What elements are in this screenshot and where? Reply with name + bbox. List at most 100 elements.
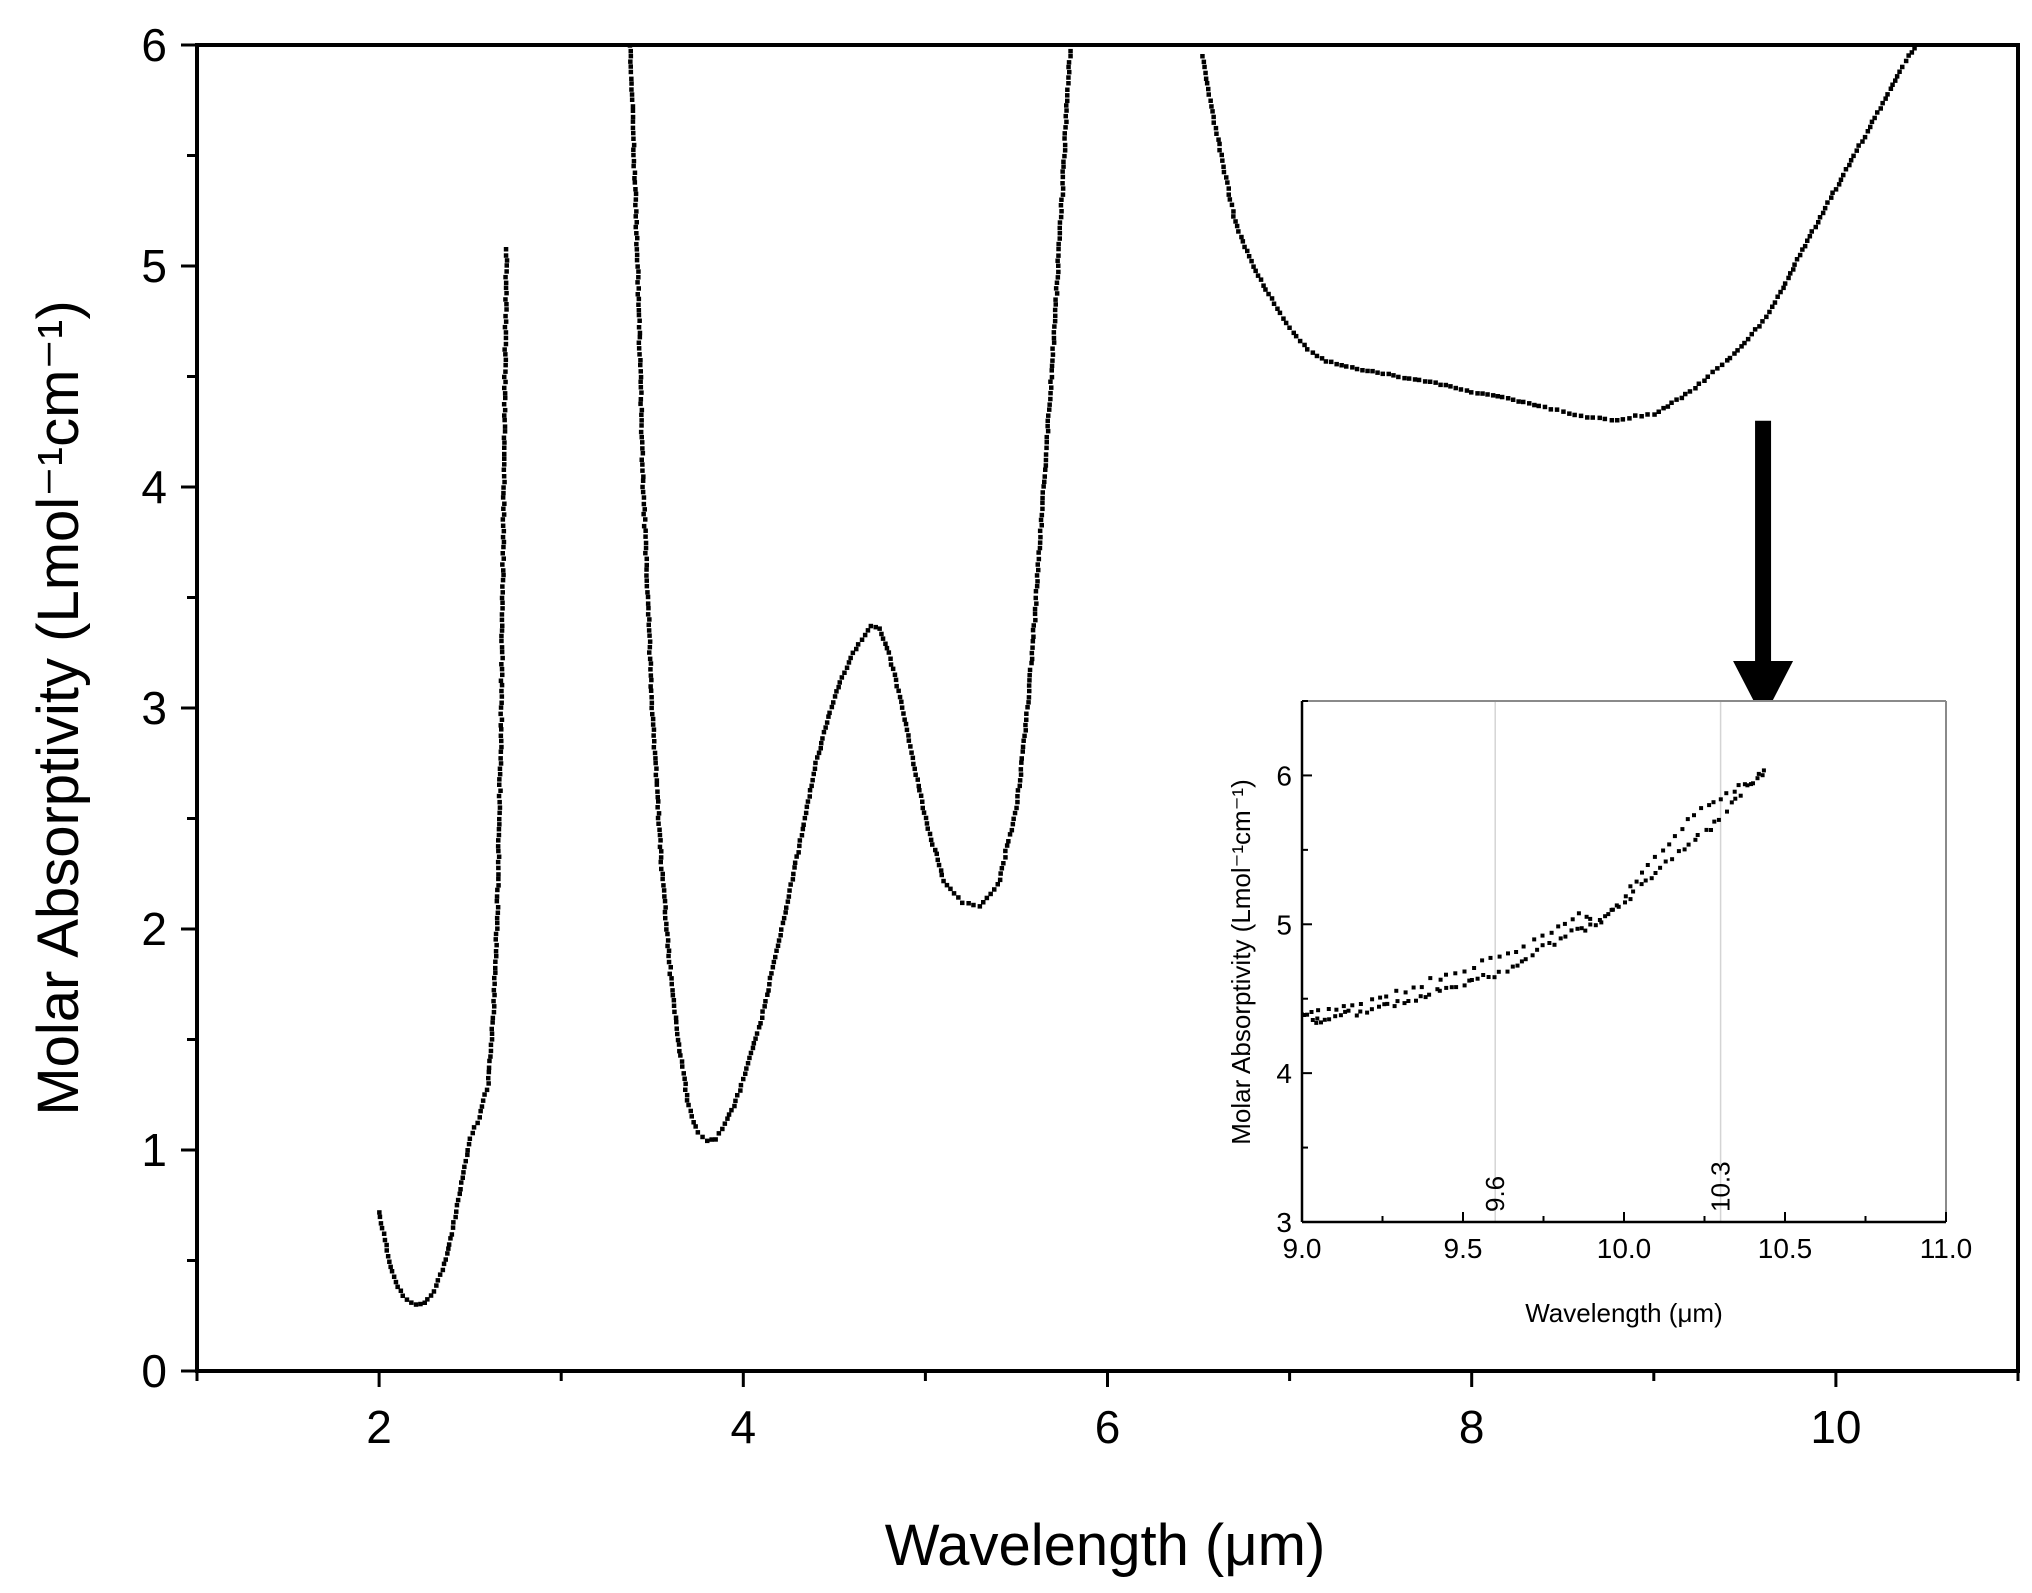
main-curve-point [1048,390,1053,396]
main-curve-point [495,905,501,910]
inset-data-point [1562,921,1567,926]
main-curve-point [827,710,832,716]
main-curve-point [951,891,957,896]
main-curve-point [1258,277,1264,282]
main-curve-point [498,705,504,710]
main-curve-point [1038,517,1044,523]
main-curve-point [1024,711,1029,716]
main-curve-point [658,855,664,860]
inset-data-point [1549,930,1554,935]
main-curve-point [859,637,865,642]
main-curve-point [648,667,653,672]
main-curve-point [503,285,509,291]
inset-data-point [1326,1007,1331,1011]
main-curve-point [649,677,654,683]
main-curve-point [1055,275,1061,280]
main-curve-point [689,1114,694,1119]
main-curve-point [1271,301,1277,306]
main-curve-point [650,711,655,717]
main-curve-point [496,854,502,859]
main-curve-point [801,822,806,827]
main-curve-point [493,970,498,975]
inset-x-tick-label: 9.0 [1283,1233,1322,1264]
main-curve-point [1609,418,1615,423]
main-curve-point [500,534,506,540]
inset-data-point [1475,976,1480,981]
main-curve-point [1480,391,1485,396]
main-curve-point [495,926,500,931]
main-curve-point [899,705,905,710]
main-curve-point [492,992,497,998]
main-curve-point [653,756,658,761]
inset-x-tick-label: 11.0 [1920,1233,1972,1264]
main-curve-point [661,888,667,893]
inset-data-point [1755,776,1760,781]
main-curve-point [1710,369,1715,375]
main-curve-point [470,1130,475,1136]
main-curve-point [862,632,868,638]
main-curve-point [637,330,643,336]
main-curve-point [643,540,649,546]
main-curve-point [504,302,509,307]
main-curve-point [836,684,841,690]
main-curve-point [497,822,502,827]
main-curve-point [1266,291,1271,297]
main-curve-point [1532,402,1537,408]
main-curve-point [1206,92,1211,97]
main-curve-point [1045,418,1050,424]
inset-data-point [1506,951,1510,956]
main-curve-point [779,927,784,932]
inset-data-point [1444,972,1448,977]
main-curve-point [933,847,938,853]
main-curve-point [384,1248,389,1253]
main-curve-point [1027,678,1032,683]
main-curve-point [1375,370,1380,375]
main-curve-point [1015,794,1020,799]
main-curve-point [1843,167,1849,172]
main-curve-point [894,683,899,689]
inset-data-point [1584,914,1589,919]
main-curve-point [1269,296,1275,301]
main-curve-point [641,501,647,507]
inset-data-point [1603,914,1608,919]
inset-data-point [1661,848,1666,853]
main-curve-point [1590,415,1595,420]
main-curve-point [1453,385,1458,391]
main-curve-point [934,851,939,857]
main-curve-point [1645,412,1650,417]
main-curve-point [493,937,498,942]
main-curve-point [639,407,645,413]
main-curve-point [1030,627,1036,633]
main-curve-point [939,872,944,878]
main-curve-point [640,478,646,483]
main-curve-point [443,1257,448,1262]
inset-data-point [1515,963,1520,968]
main-curve-point [471,1125,477,1130]
main-curve-point [422,1300,427,1305]
main-curve-point [1242,244,1247,250]
main-curve-point [1696,381,1702,386]
main-curve-point [675,1037,681,1043]
inset-data-point [1693,837,1698,842]
main-curve-point [500,606,505,611]
main-curve-point [1010,821,1016,827]
main-curve-point [666,948,672,953]
main-curve-point [501,490,506,496]
main-curve-point [1788,271,1793,276]
main-curve-point [1813,224,1818,230]
main-curve-point [804,804,810,810]
main-curve-point [1263,287,1268,292]
main-curve-point [639,423,644,428]
main-curve-point [637,318,642,323]
inset-data-point [1358,1002,1363,1006]
main-curve-point [783,910,788,915]
main-curve-point [1043,463,1049,468]
main-curve-point [492,981,497,987]
inset-data-point [1523,957,1528,962]
inset-data-point [1481,973,1486,977]
main-curve-point [695,1130,701,1135]
inset-data-point [1745,783,1750,788]
main-curve-point [499,662,504,667]
main-curve-point [639,390,644,395]
main-curve-point [632,180,638,185]
